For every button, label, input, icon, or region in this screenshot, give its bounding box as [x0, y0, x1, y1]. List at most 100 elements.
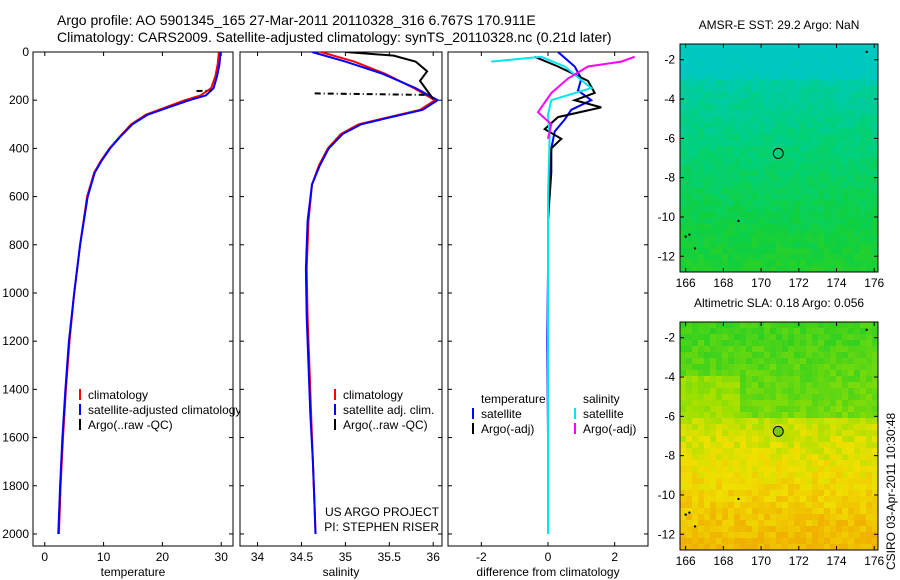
- heatmap-cell: [860, 508, 867, 515]
- heatmap-cell: [680, 430, 687, 437]
- heatmap-cell: [836, 80, 843, 87]
- heatmap-cell: [740, 544, 747, 551]
- heatmap-cell: [770, 382, 777, 389]
- heatmap-cell: [740, 508, 747, 515]
- heatmap-cell: [758, 436, 765, 443]
- heatmap-cell: [836, 322, 843, 329]
- heatmap-cell: [698, 152, 705, 159]
- heatmap-cell: [800, 260, 807, 267]
- heatmap-cell: [842, 436, 849, 443]
- heatmap-cell: [782, 484, 789, 491]
- heatmap-cell: [854, 194, 861, 201]
- heatmap-cell: [680, 158, 687, 165]
- project-annotation: US ARGO PROJECT: [325, 505, 440, 519]
- heatmap-cell: [848, 146, 855, 153]
- heatmap-cell: [728, 236, 735, 243]
- heatmap-cell: [770, 508, 777, 515]
- heatmap-cell: [800, 514, 807, 521]
- heatmap-cell: [716, 406, 723, 413]
- heatmap-cell: [692, 352, 699, 359]
- heatmap-cell: [764, 544, 771, 551]
- heatmap-cell: [734, 508, 741, 515]
- heatmap-cell: [872, 478, 879, 485]
- heatmap-cell: [716, 242, 723, 249]
- heatmap-cell: [776, 50, 783, 57]
- heatmap-cell: [776, 110, 783, 117]
- legend-entry: Argo(-adj): [481, 422, 534, 436]
- heatmap-cell: [806, 322, 813, 329]
- heatmap-cell: [734, 152, 741, 159]
- heatmap-cell: [806, 502, 813, 509]
- heatmap-cell: [752, 526, 759, 533]
- heatmap-cell: [836, 508, 843, 515]
- heatmap-cell: [782, 134, 789, 141]
- heatmap-cell: [722, 430, 729, 437]
- heatmap-cell: [872, 472, 879, 479]
- heatmap-cell: [860, 328, 867, 335]
- heatmap-cell: [734, 400, 741, 407]
- heatmap-cell: [854, 400, 861, 407]
- heatmap-cell: [758, 236, 765, 243]
- heatmap-cell: [854, 412, 861, 419]
- heatmap-cell: [734, 382, 741, 389]
- heatmap-cell: [848, 230, 855, 237]
- heatmap-cell: [716, 188, 723, 195]
- heatmap-cell: [860, 472, 867, 479]
- heatmap-cell: [770, 74, 777, 81]
- heatmap-cell: [836, 224, 843, 231]
- heatmap-cell: [710, 478, 717, 485]
- y-tick-label: -2: [664, 53, 675, 67]
- heatmap-cell: [782, 200, 789, 207]
- heatmap-cell: [728, 424, 735, 431]
- heatmap-cell: [854, 152, 861, 159]
- heatmap-cell: [752, 466, 759, 473]
- heatmap-cell: [866, 328, 873, 335]
- heatmap-cell: [842, 388, 849, 395]
- heatmap-cell: [872, 86, 879, 93]
- y-tick-label: -10: [658, 210, 676, 224]
- heatmap-cell: [770, 406, 777, 413]
- legend-entry: Argo(..raw -QC): [88, 418, 173, 432]
- heatmap-cell: [806, 56, 813, 63]
- heatmap-cell: [746, 68, 753, 75]
- heatmap-cell: [710, 254, 717, 261]
- heatmap-cell: [818, 86, 825, 93]
- heatmap-cell: [746, 412, 753, 419]
- y-tick-label: 800: [9, 238, 29, 252]
- heatmap-cell: [860, 436, 867, 443]
- heatmap-cell: [818, 206, 825, 213]
- panel-frame: [239, 51, 443, 547]
- heatmap-cell: [860, 62, 867, 69]
- heatmap-cell: [842, 68, 849, 75]
- heatmap-cell: [800, 98, 807, 105]
- heatmap-cell: [710, 424, 717, 431]
- heatmap-cell: [794, 254, 801, 261]
- heatmap-cell: [734, 478, 741, 485]
- heatmap-cell: [692, 412, 699, 419]
- heatmap-cell: [782, 44, 789, 51]
- heatmap-cell: [734, 248, 741, 255]
- heatmap-cell: [728, 328, 735, 335]
- heatmap-cell: [728, 122, 735, 129]
- heatmap-cell: [836, 394, 843, 401]
- heatmap-cell: [740, 502, 747, 509]
- heatmap-cell: [848, 266, 855, 273]
- heatmap-cell: [734, 538, 741, 545]
- heatmap-cell: [836, 104, 843, 111]
- heatmap-cell: [734, 116, 741, 123]
- heatmap-cell: [872, 110, 879, 117]
- heatmap-cell: [692, 122, 699, 129]
- heatmap-cell: [866, 86, 873, 93]
- heatmap-cell: [752, 388, 759, 395]
- heatmap-cell: [686, 182, 693, 189]
- heatmap-cell: [734, 200, 741, 207]
- series-line-argo-raw-qc-: [314, 92, 427, 96]
- heatmap-cell: [812, 248, 819, 255]
- heatmap-cell: [854, 352, 861, 359]
- heatmap-cell: [854, 134, 861, 141]
- heatmap-cell: [692, 194, 699, 201]
- heatmap-cell: [872, 376, 879, 383]
- heatmap-cell: [710, 248, 717, 255]
- heatmap-cell: [734, 406, 741, 413]
- heatmap-cell: [812, 218, 819, 225]
